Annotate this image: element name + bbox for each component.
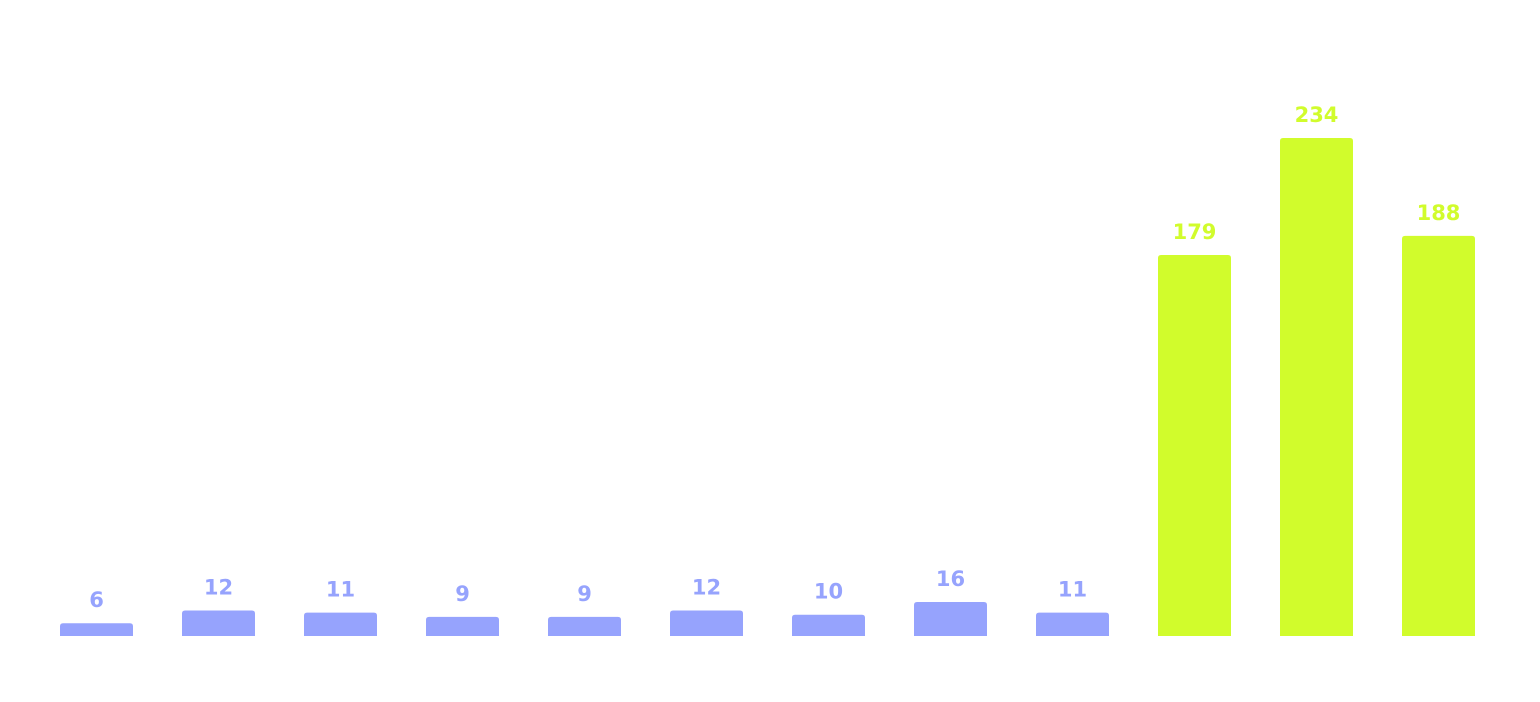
value-label: 12 xyxy=(692,575,721,599)
value-label: 234 xyxy=(1295,103,1339,127)
value-label: 6 xyxy=(89,588,104,612)
bar xyxy=(426,616,499,636)
value-label: 12 xyxy=(204,575,233,599)
bar xyxy=(792,614,865,636)
value-label: 9 xyxy=(577,582,592,606)
value-label: 11 xyxy=(1058,578,1087,602)
bar xyxy=(1036,612,1109,636)
value-label: 188 xyxy=(1417,201,1461,225)
value-label: 10 xyxy=(814,580,843,604)
bar xyxy=(60,623,133,636)
bar xyxy=(304,612,377,636)
bar xyxy=(182,610,255,636)
bar xyxy=(670,610,743,636)
bar xyxy=(1158,255,1231,637)
value-label: 179 xyxy=(1173,220,1217,244)
bar xyxy=(1280,138,1353,636)
value-label: 9 xyxy=(455,582,470,606)
bar xyxy=(1402,235,1475,636)
value-label: 16 xyxy=(936,567,965,591)
value-label: 11 xyxy=(326,578,355,602)
bar xyxy=(548,616,621,636)
bar xyxy=(914,601,987,636)
